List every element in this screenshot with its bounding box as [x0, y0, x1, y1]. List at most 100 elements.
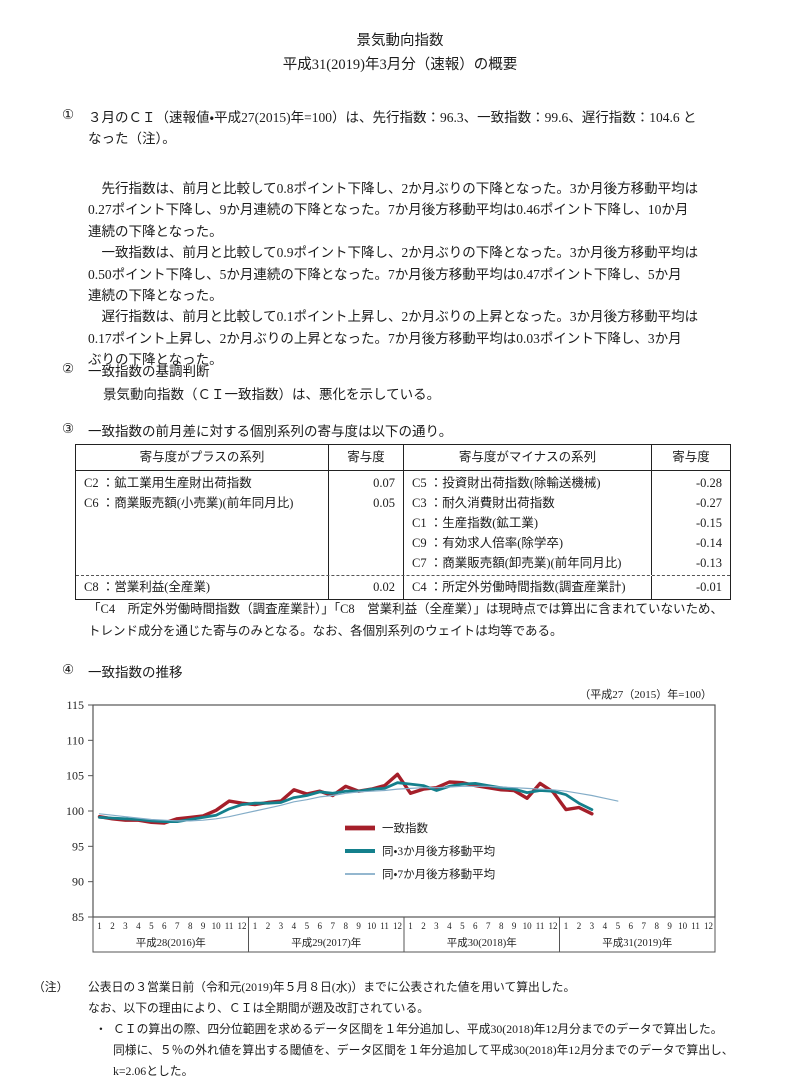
svg-text:同・7か月後方移動平均: 同・7か月後方移動平均 [382, 867, 495, 881]
svg-text:100: 100 [66, 804, 84, 818]
svg-text:8: 8 [654, 921, 659, 931]
table-row: C9 ：有効求人倍率(除学卒) [412, 536, 564, 550]
table-row: C4 ：所定外労働時間指数(調査産業計) [404, 576, 652, 599]
svg-text:平成29(2017)年: 平成29(2017)年 [291, 936, 361, 949]
svg-text:105: 105 [66, 769, 84, 783]
svg-text:6: 6 [162, 921, 167, 931]
table-value: -0.14 [695, 536, 722, 550]
svg-text:4: 4 [603, 921, 608, 931]
svg-text:5: 5 [460, 921, 465, 931]
header-minus-series: 寄与度がマイナスの系列 [404, 445, 652, 470]
svg-text:7: 7 [175, 921, 180, 931]
svg-text:3: 3 [434, 921, 439, 931]
svg-text:8: 8 [343, 921, 348, 931]
table-row: C2 ：鉱工業用生産財出荷指数 [84, 476, 252, 490]
svg-text:10: 10 [367, 921, 377, 931]
svg-text:12: 12 [238, 921, 247, 931]
svg-text:10: 10 [212, 921, 222, 931]
svg-text:95: 95 [72, 839, 84, 853]
contribution-table: 寄与度がプラスの系列 寄与度 寄与度がマイナスの系列 寄与度 C2 ：鉱工業用生… [75, 444, 731, 600]
table-value: -0.28 [695, 476, 722, 490]
svg-text:9: 9 [667, 921, 672, 931]
table-row: C6 ：商業販売額(小売業)(前年同月比) [84, 496, 294, 510]
table-value: -0.15 [695, 516, 722, 530]
svg-text:9: 9 [356, 921, 361, 931]
chart-unit-note: （平成27（2015）年=100） [579, 689, 712, 701]
section3-heading: 一致指数の前月差に対する個別系列の寄与度は以下の通り。 [88, 424, 453, 439]
svg-text:115: 115 [66, 698, 84, 712]
svg-text:一致指数: 一致指数 [382, 821, 428, 835]
header-plus-series: 寄与度がプラスの系列 [76, 445, 329, 470]
plus-series-pane: C2 ：鉱工業用生産財出荷指数 C6 ：商業販売額(小売業)(前年同月比) 0.… [76, 471, 404, 575]
section1-line2: なった（注）。 [88, 131, 176, 146]
minus-series-labels: C5 ：投資財出荷指数(除輸送機械) C3 ：耐久消費財出荷指数 C1 ：生産指… [404, 471, 652, 575]
notes-line5: k=2.06とした。 [113, 1064, 194, 1078]
minus-series-values: -0.28 -0.27 -0.15 -0.14 -0.13 [652, 471, 730, 575]
svg-text:4: 4 [447, 921, 452, 931]
svg-text:1: 1 [564, 921, 569, 931]
section1-line1: ３月のＣＩ（速報値・平成27(2015)年=100）は、先行指数：96.3、一致… [88, 110, 697, 125]
svg-text:85: 85 [72, 910, 84, 924]
svg-text:11: 11 [380, 921, 389, 931]
table-row: C8 ：営業利益(全産業) [76, 576, 329, 599]
table-row: C7 ：商業販売額(卸売業)(前年同月比) [412, 556, 622, 570]
svg-text:12: 12 [549, 921, 558, 931]
svg-text:10: 10 [678, 921, 688, 931]
svg-text:11: 11 [225, 921, 234, 931]
svg-text:2: 2 [110, 921, 115, 931]
table-row: C5 ：投資財出荷指数(除輸送機械) [412, 476, 601, 490]
svg-text:1: 1 [408, 921, 413, 931]
section2-marker: ② [62, 361, 75, 376]
svg-text:3: 3 [279, 921, 284, 931]
svg-text:6: 6 [318, 921, 323, 931]
notes-bullet: ・ [95, 1022, 107, 1036]
svg-text:8: 8 [499, 921, 504, 931]
minus-series-pane: C5 ：投資財出荷指数(除輸送機械) C3 ：耐久消費財出荷指数 C1 ：生産指… [404, 471, 730, 575]
notes-line4: 同様に、５％の外れ値を算出する閾値を、データ区間を１年分追加して平成30(201… [113, 1043, 734, 1057]
page-subtitle: 平成31(2019)年3月分（速報）の概要 [282, 57, 518, 73]
table-value: 0.07 [373, 476, 395, 490]
table-value: -0.01 [695, 580, 722, 594]
svg-text:3: 3 [590, 921, 595, 931]
table-row: C1 ：生産指数(鉱工業) [412, 516, 539, 530]
svg-text:11: 11 [691, 921, 700, 931]
svg-text:8: 8 [188, 921, 193, 931]
plus-series-values: 0.07 0.05 [329, 471, 404, 575]
notes-marker: （注） [33, 980, 69, 994]
table-value: 0.02 [329, 576, 404, 599]
header-plus-contribution: 寄与度 [329, 445, 404, 470]
svg-text:6: 6 [629, 921, 634, 931]
table-value: 0.05 [373, 496, 395, 510]
table-value: -0.13 [695, 556, 722, 570]
svg-text:4: 4 [136, 921, 141, 931]
svg-text:12: 12 [393, 921, 402, 931]
svg-text:3: 3 [123, 921, 128, 931]
svg-text:6: 6 [473, 921, 478, 931]
svg-text:2: 2 [577, 921, 582, 931]
section1-marker: ① [62, 107, 75, 122]
section1-detail-paragraphs: 先行指数は、前月と比較して0.8ポイント下降し、2か月ぶりの下降となった。3か月… [88, 181, 699, 368]
section2-body: 景気動向指数（ＣＩ一致指数）は、悪化を示している。 [103, 387, 441, 402]
section4-marker: ④ [62, 662, 75, 677]
table-row: C3 ：耐久消費財出荷指数 [412, 496, 555, 510]
section3-marker: ③ [62, 421, 75, 436]
section2-heading: 一致指数の基調判断 [88, 364, 210, 379]
svg-text:7: 7 [330, 921, 335, 931]
notes-line2: なお、以下の理由により、ＣＩは全期間が遡及改訂されている。 [88, 1001, 430, 1015]
svg-text:9: 9 [512, 921, 517, 931]
svg-text:1: 1 [97, 921, 102, 931]
svg-text:5: 5 [616, 921, 621, 931]
contribution-table-body: C2 ：鉱工業用生産財出荷指数 C6 ：商業販売額(小売業)(前年同月比) 0.… [76, 471, 730, 575]
coincident-index-chart: 85 90 95 100 105 110 115 平成28(2016)年 平成29(2017)年… [25, 688, 725, 958]
svg-text:同・3か月後方移動平均: 同・3か月後方移動平均 [382, 844, 495, 858]
contribution-table-bottom-row: C8 ：営業利益(全産業) 0.02 C4 ：所定外労働時間指数(調査産業計) … [76, 575, 730, 599]
table-footnote: 「C4 所定外労働時間指数（調査産業計）」「C8 営業利益（全産業）」は現時点で… [88, 602, 724, 638]
plus-series-labels: C2 ：鉱工業用生産財出荷指数 C6 ：商業販売額(小売業)(前年同月比) [76, 471, 329, 575]
svg-text:90: 90 [72, 875, 84, 889]
svg-text:5: 5 [149, 921, 154, 931]
svg-text:7: 7 [641, 921, 646, 931]
notes-line3: ＣＩの算出の際、四分位範囲を求めるデータ区間を１年分追加し、平成30(2018)… [113, 1022, 723, 1036]
notes-line1: 公表日の３営業日前（令和元(2019)年５月８日(水)）までに公表された値を用い… [88, 980, 576, 994]
